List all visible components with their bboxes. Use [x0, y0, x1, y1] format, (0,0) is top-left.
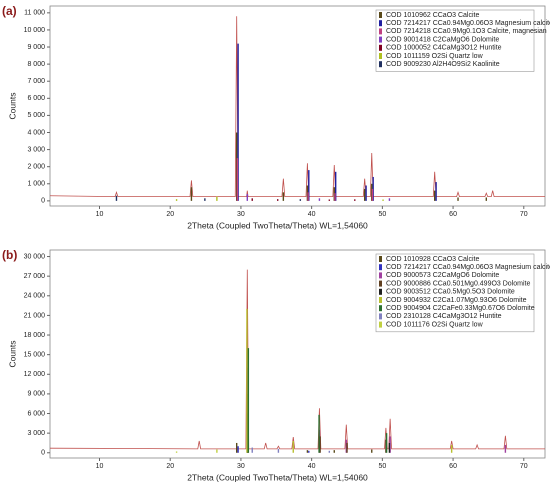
legend-swatch: [379, 256, 382, 262]
y-tick-label: 6 000: [27, 410, 45, 417]
y-axis-label: Counts: [7, 93, 17, 120]
y-tick-label: 0: [41, 450, 45, 457]
legend-entry: COD 1010928 CCaO3 Calcite: [386, 256, 479, 263]
y-tick-label: 5 000: [27, 112, 45, 119]
y-tick-label: 9 000: [27, 44, 45, 51]
y-tick-label: 8 000: [27, 61, 45, 68]
legend-entry: COD 7214217 CCa0.94Mg0.06O3 Magnesium ca…: [386, 20, 550, 27]
x-tick-label: 20: [166, 463, 174, 470]
legend-swatch: [379, 288, 382, 295]
y-tick-label: 9 000: [27, 391, 45, 398]
x-tick-label: 10: [96, 211, 104, 218]
y-tick-label: 2 000: [27, 164, 45, 171]
legend-box: [375, 253, 535, 333]
legend-swatch: [379, 264, 382, 271]
legend-swatch: [379, 305, 382, 312]
legend-entry: COD 9000573 C2CaMgO6 Dolomite: [386, 272, 499, 279]
plot-frame: [49, 249, 546, 459]
legend-entry: COD 9009230 Al2H4O9Si2 Kaolinite: [386, 61, 500, 68]
y-tick-label: 4 000: [27, 129, 45, 136]
legend-entry: COD 9000886 CCa0.501Mg0.499O3 Dolomite: [386, 280, 530, 287]
y-tick-label: 0: [41, 198, 45, 205]
legend-entry: COD 9003512 CCa0.5Mg0.5O3 Dolomite: [386, 289, 515, 296]
x-tick-label: 30: [237, 463, 245, 470]
legend-swatch: [379, 313, 382, 320]
legend-entry: COD 7214218 CCa0.9Mg0.1O3 Calcite, magne…: [386, 28, 547, 35]
panel-label: (b): [2, 248, 17, 262]
x-tick-label: 70: [520, 211, 528, 218]
legend-swatch: [379, 321, 382, 328]
x-tick-label: 10: [96, 463, 104, 470]
y-tick-label: 10 000: [24, 27, 46, 34]
y-tick-label: 11 000: [24, 10, 45, 17]
legend-swatch: [379, 272, 382, 279]
x-tick-label: 30: [237, 211, 245, 218]
measured-pattern: [49, 16, 545, 198]
legend-box: [375, 9, 535, 72]
legend-swatch: [379, 44, 382, 51]
measured-pattern: [49, 269, 545, 450]
y-tick-label: 3 000: [27, 430, 45, 437]
x-axis-label: 2Theta (Coupled TwoTheta/Theta) WL=1,540…: [187, 220, 368, 230]
x-tick-label: 70: [520, 463, 528, 470]
legend-entry: COD 7214217 CCa0.94Mg0.06O3 Magnesium ca…: [386, 264, 550, 271]
x-tick-label: 60: [449, 211, 457, 218]
legend-swatch: [379, 297, 382, 303]
x-tick-label: 40: [308, 211, 316, 218]
y-axis-label: Counts: [7, 341, 17, 368]
legend-swatch: [379, 61, 382, 68]
legend-swatch: [379, 28, 382, 35]
legend-swatch: [379, 36, 382, 43]
legend-entry: COD 1000052 C4CaMg3O12 Huntite: [386, 45, 502, 52]
y-tick-label: 21 000: [24, 312, 46, 319]
legend-entry: COD 2310128 C4CaMg3O12 Huntite: [386, 313, 502, 320]
legend-swatch: [379, 280, 382, 287]
y-tick-label: 27 000: [24, 273, 46, 280]
legend-entry: COD 9004904 C2CaFe0.33Mg0.67O6 Dolomite: [386, 305, 535, 312]
y-tick-label: 12 000: [24, 371, 46, 378]
y-tick-label: 7 000: [27, 78, 45, 85]
plot-frame: [49, 5, 546, 207]
legend-swatch: [379, 12, 382, 18]
legend-entry: COD 9001418 C2CaMgO6 Dolomite: [386, 36, 499, 43]
legend-entry: COD 9004932 C2Ca1.07Mg0.93O6 Dolomite: [386, 297, 527, 304]
y-tick-label: 6 000: [27, 95, 45, 102]
x-tick-label: 50: [378, 463, 386, 470]
legend-entry: COD 1011176 O2Si Quartz low: [386, 321, 484, 328]
legend-swatch: [379, 53, 382, 59]
x-tick-label: 50: [378, 211, 386, 218]
y-tick-label: 3 000: [27, 146, 45, 153]
y-tick-label: 15 000: [24, 351, 46, 358]
legend-entry: COD 1011159 O2Si Quartz low: [386, 53, 484, 60]
y-tick-label: 30 000: [24, 253, 46, 260]
x-axis-label: 2Theta (Coupled TwoTheta/Theta) WL=1,540…: [187, 472, 368, 482]
legend-swatch: [379, 20, 382, 27]
y-tick-label: 18 000: [24, 332, 46, 339]
x-tick-label: 40: [308, 463, 316, 470]
x-tick-label: 20: [166, 211, 174, 218]
x-tick-label: 60: [449, 463, 457, 470]
y-tick-label: 24 000: [24, 293, 46, 300]
y-tick-label: 1 000: [27, 181, 45, 188]
legend-entry: COD 1010962 CCaO3 Calcite: [386, 12, 479, 19]
panel-label: (a): [2, 4, 17, 18]
